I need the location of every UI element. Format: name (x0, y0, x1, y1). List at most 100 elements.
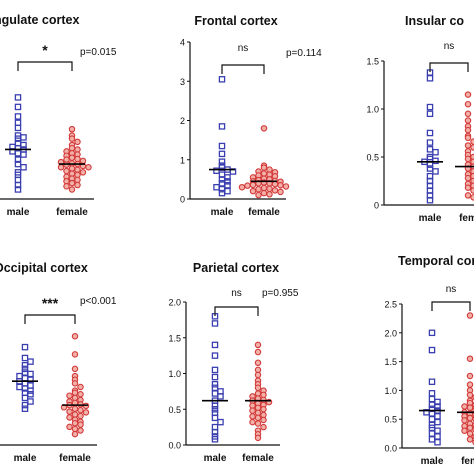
y-tick-label: 1.0 (366, 105, 379, 115)
data-point-female (77, 421, 84, 428)
data-point-male (426, 196, 434, 204)
data-point-male (14, 124, 22, 132)
data-point-male (211, 402, 219, 409)
data-point-male (432, 157, 439, 165)
data-point-male (428, 390, 436, 397)
data-point-male (224, 187, 231, 195)
data-point-male (14, 186, 22, 193)
data-point-female (249, 418, 256, 426)
data-point-male (217, 393, 224, 400)
data-point-female (254, 359, 262, 367)
data-point-female (466, 424, 474, 432)
data-point-female (466, 391, 474, 399)
y-tick-label: 1.5 (384, 357, 397, 367)
data-point-male (426, 139, 434, 146)
chart-title: Insular co (405, 14, 464, 28)
data-point-male (426, 110, 434, 118)
data-point-male (211, 436, 219, 443)
x-tick-label: male (211, 207, 234, 218)
data-point-female (68, 179, 76, 187)
data-point-male (426, 103, 434, 111)
data-point-female (260, 125, 268, 132)
data-point-female (466, 372, 474, 380)
y-tick-label: 0.5 (384, 415, 397, 425)
chart-panel-5: Parietal cortex 0.0 0.5 1.0 1.5 2.0 male female… (168, 261, 298, 464)
data-point-male (434, 413, 441, 420)
data-point-female (74, 138, 81, 146)
data-point-male (211, 384, 219, 392)
data-point-female (68, 125, 76, 133)
data-point-female (464, 192, 472, 199)
data-point-male (14, 135, 22, 142)
data-point-male (428, 415, 436, 423)
x-tick-label: male (421, 456, 444, 467)
data-point-male (428, 395, 436, 403)
data-point-female (277, 188, 284, 196)
data-point-female (71, 332, 79, 340)
chart-title: ngulate cortex (0, 13, 79, 27)
data-point-male (14, 119, 22, 127)
data-point-female (71, 430, 79, 438)
y-tick-label: 2 (180, 116, 185, 126)
data-point-male (218, 123, 226, 130)
data-point-male (14, 176, 22, 184)
data-point-female (466, 436, 474, 443)
data-point-male (20, 163, 27, 171)
data-point-female (255, 191, 262, 199)
y-tick-label: 1 (180, 155, 185, 165)
data-point-female (260, 189, 268, 197)
p-value: p<0.001 (80, 296, 117, 307)
data-point-female (66, 408, 73, 415)
data-point-female (464, 134, 472, 142)
data-point-male (428, 329, 436, 337)
y-tick-label: 0 (374, 201, 379, 211)
data-point-female (68, 154, 76, 161)
data-point-female (82, 409, 90, 416)
data-point-female (77, 427, 84, 434)
significance-bracket (214, 306, 259, 316)
data-point-female (266, 191, 273, 198)
data-point-male (428, 436, 436, 443)
data-point-female (77, 406, 84, 414)
data-point-female (77, 383, 84, 391)
x-tick-label: female (248, 207, 280, 218)
data-point-female (271, 187, 279, 194)
data-point-female (266, 185, 273, 193)
data-point-female (282, 183, 290, 190)
data-point-male (27, 390, 34, 398)
data-point-female (466, 381, 474, 388)
data-point-female (68, 186, 76, 193)
data-point-female (71, 419, 79, 427)
data-point-male (218, 158, 226, 165)
data-point-female (85, 164, 92, 171)
data-point-female (254, 341, 262, 349)
y-tick-label: 0.0 (168, 441, 181, 451)
data-point-male (27, 358, 34, 365)
chart-title: Temporal cor (398, 254, 474, 268)
significance-label: ns (446, 284, 457, 295)
data-point-male (224, 182, 231, 189)
data-point-female (254, 420, 262, 427)
y-tick-label: 0 (180, 195, 185, 205)
significance-bracket (17, 61, 73, 71)
p-value: p=0.015 (80, 47, 117, 58)
data-point-male (432, 148, 439, 156)
data-point-female (254, 434, 262, 442)
x-tick-label: fem (459, 213, 474, 224)
data-point-female (71, 380, 79, 387)
data-point-male (16, 383, 23, 391)
y-tick-label: 3 (180, 77, 185, 87)
data-point-male (27, 398, 34, 405)
data-point-female (464, 126, 472, 134)
data-point-male (14, 103, 22, 111)
data-point-male (14, 150, 22, 157)
data-point-female (464, 174, 472, 182)
data-point-female (464, 91, 472, 98)
y-tick-label: 1.0 (168, 369, 181, 379)
data-point-male (426, 146, 434, 153)
data-point-female (260, 164, 268, 171)
data-point-male (428, 346, 436, 354)
data-point-female (254, 348, 262, 356)
p-value: p=0.114 (286, 48, 322, 59)
